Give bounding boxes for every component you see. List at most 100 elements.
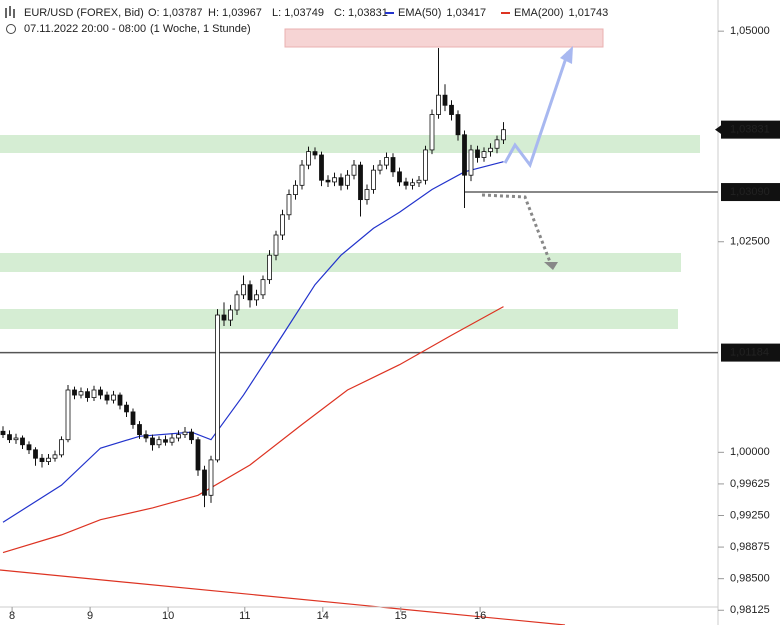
candle-body <box>397 171 402 183</box>
support-zone <box>0 309 678 329</box>
x-tick-label: 11 <box>239 610 250 622</box>
ohlc-label: H: 1,03967 <box>208 7 262 19</box>
candle-body <box>338 177 344 186</box>
candle-body <box>280 214 285 236</box>
arrow-head <box>544 262 558 270</box>
candle-body <box>111 394 116 401</box>
candle-body <box>410 182 415 186</box>
support-zone <box>0 135 700 153</box>
ohlc-label: L: 1,03749 <box>272 7 324 19</box>
y-tick-label: 0,99250 <box>730 509 770 521</box>
candle-body <box>286 194 292 216</box>
trend-line <box>0 569 566 625</box>
plot <box>0 48 718 554</box>
candle-body <box>85 391 90 398</box>
x-tick-label: 9 <box>87 610 93 622</box>
price-label: 1,01184 <box>730 347 769 359</box>
ema-line <box>2 161 504 523</box>
candle-body <box>442 94 448 106</box>
chart-icon <box>5 6 15 18</box>
candle-body <box>0 430 6 436</box>
candle-body <box>364 189 370 201</box>
x-tick-label: 8 <box>9 610 15 622</box>
candle-body <box>293 184 298 195</box>
legend-value: 1,03417 <box>446 7 486 19</box>
candle-body <box>78 391 84 396</box>
candle-body <box>234 294 240 311</box>
candle-body <box>13 437 19 441</box>
candle-body <box>403 181 409 186</box>
resistance-zone <box>284 28 604 48</box>
candle-body <box>46 457 51 462</box>
candle-body <box>124 404 129 413</box>
candle-body <box>260 279 266 296</box>
scenario-arrow <box>481 193 552 263</box>
candle-body <box>345 174 350 186</box>
y-tick-label: 1,00000 <box>730 446 770 458</box>
y-tick-label: 0,99625 <box>730 478 770 490</box>
candle-body <box>221 314 227 321</box>
y-tick-label: 0,98500 <box>730 573 770 585</box>
candle-body <box>254 294 259 301</box>
ema-line <box>2 306 504 554</box>
ohlc-label: C: 1,03831 <box>334 7 388 19</box>
candle-body <box>52 454 58 459</box>
y-tick-label: 1,05000 <box>730 25 770 37</box>
x-tick-label: 10 <box>162 610 174 622</box>
last-price-label: 1,03831 <box>730 124 770 136</box>
x-tick-label: 15 <box>395 610 407 622</box>
candle-body <box>143 434 149 439</box>
header: EUR/USD (FOREX, Bid) 07.11.2022 20:00 - … <box>5 6 251 35</box>
candle-body <box>351 164 357 176</box>
candle-body <box>208 459 214 496</box>
candle-body <box>319 154 324 181</box>
candle-body <box>449 104 454 115</box>
candle-body <box>91 389 97 398</box>
candle-body <box>104 394 110 401</box>
candle-body <box>273 234 279 256</box>
candle-body <box>59 439 64 456</box>
candle-body <box>169 437 175 443</box>
candle-body <box>475 149 480 158</box>
x-tick-label: 14 <box>317 610 329 622</box>
last-price-pointer <box>715 124 722 135</box>
candle-body <box>377 164 383 171</box>
candle-body <box>202 469 207 496</box>
y-tick-label: 0,98875 <box>730 541 770 553</box>
candle-body <box>130 411 136 425</box>
scenario-arrow <box>503 51 570 169</box>
candle-body <box>423 149 428 181</box>
candle-body <box>7 434 12 441</box>
candle-body <box>429 114 435 151</box>
legend-label: EMA(200) <box>514 7 564 19</box>
candle-body <box>416 179 422 184</box>
last-price-box <box>721 120 780 139</box>
candle-body <box>163 439 168 443</box>
chart-title: EUR/USD (FOREX, Bid) <box>24 7 144 19</box>
candle-body <box>39 457 45 462</box>
y-tick-label: 0,98125 <box>730 604 770 616</box>
zones <box>0 28 700 329</box>
candle-body <box>481 151 487 158</box>
candle-body <box>358 164 363 201</box>
candle-body <box>501 129 506 141</box>
candle-body <box>137 424 142 436</box>
candle-body <box>228 309 233 321</box>
candle-body <box>299 164 305 186</box>
legend-label: EMA(50) <box>398 7 441 19</box>
candle-body <box>384 157 389 166</box>
candle-body <box>33 449 38 459</box>
y-tick-label: 1,02500 <box>730 236 770 248</box>
candle-body <box>98 389 103 396</box>
price-label: 1,03090 <box>730 186 770 198</box>
candle-body <box>20 437 25 446</box>
x-tick-label: 16 <box>474 610 486 622</box>
candle-body <box>182 431 188 436</box>
candle-body <box>390 157 396 173</box>
candle-body <box>306 151 311 166</box>
support-zone <box>0 253 681 272</box>
candle-body <box>488 147 493 153</box>
candle-body <box>312 151 318 156</box>
candle-body <box>247 284 253 301</box>
